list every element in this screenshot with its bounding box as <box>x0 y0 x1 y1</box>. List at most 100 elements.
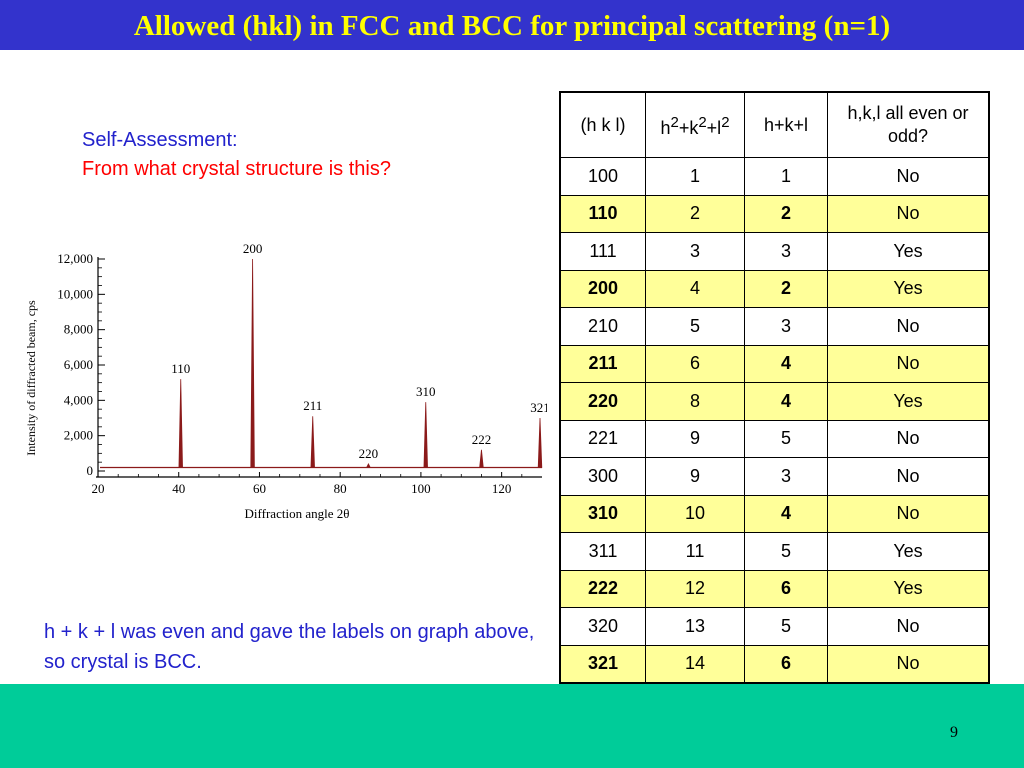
peak-label-110: 110 <box>171 361 190 376</box>
cell-sum: 2 <box>744 194 828 233</box>
x-tick-label: 80 <box>334 481 347 496</box>
y-tick-label: 0 <box>87 463 94 478</box>
hkl-table: (h k l) h2+k2+l2 h+k+l h,k,l all even or… <box>559 91 990 684</box>
chart-marks: 110 200 211 220 310 222 321 <box>100 241 547 469</box>
cell-parity: No <box>827 157 990 196</box>
cell-hkl: 320 <box>559 607 646 646</box>
cell-hkl: 211 <box>559 344 646 383</box>
page-number: 9 <box>950 724 958 741</box>
header-h: h <box>660 117 671 138</box>
header-exp: 2 <box>698 113 707 131</box>
cell-sum: 6 <box>744 644 828 684</box>
table-body: 100 1 1 No 110 2 2 No 111 3 3 Yes 200 4 2 Yes 210 5 3 No 211… <box>559 157 990 684</box>
cell-sum: 5 <box>744 607 828 646</box>
cell-parity: No <box>827 307 990 346</box>
cell-sum: 3 <box>744 457 828 496</box>
y-tick-label: 6,000 <box>64 357 93 372</box>
cell-hkl: 300 <box>559 457 646 496</box>
peak-310 <box>423 402 428 468</box>
header-exp: 2 <box>670 113 679 131</box>
cell-hkl: 221 <box>559 419 646 458</box>
cell-sum-squares: 5 <box>645 307 745 346</box>
cell-hkl: 100 <box>559 157 646 196</box>
table-row: 211 6 4 No <box>559 344 990 383</box>
peak-200 <box>250 258 255 468</box>
table-row: 320 13 5 No <box>559 607 990 646</box>
cell-parity: No <box>827 419 990 458</box>
table-row: 321 14 6 No <box>559 644 990 684</box>
table-row: 111 3 3 Yes <box>559 232 990 271</box>
x-tick-label: 60 <box>253 481 266 496</box>
cell-sum-squares: 9 <box>645 419 745 458</box>
cell-sum-squares: 12 <box>645 569 745 608</box>
cell-hkl: 222 <box>559 569 646 608</box>
table-row: 222 12 6 Yes <box>559 569 990 608</box>
cell-parity: No <box>827 344 990 383</box>
cell-sum-squares: 4 <box>645 269 745 308</box>
cell-sum: 6 <box>744 569 828 608</box>
x-tick-label: 120 <box>492 481 512 496</box>
chart-axes: 0 2,000 4,000 6,000 8,000 10,000 12,000 20 40 60 8… <box>57 251 542 496</box>
peak-label-310: 310 <box>416 384 436 399</box>
cell-parity: Yes <box>827 232 990 271</box>
cell-parity: Yes <box>827 532 990 571</box>
x-tick-label: 40 <box>172 481 185 496</box>
cell-hkl: 220 <box>559 382 646 421</box>
y-tick-label: 8,000 <box>64 322 93 337</box>
header-parity: h,k,l all even or odd? <box>827 91 990 158</box>
cell-sum: 1 <box>744 157 828 196</box>
peak-222 <box>479 449 484 468</box>
cell-sum-squares: 6 <box>645 344 745 383</box>
header-exp: 2 <box>721 113 730 131</box>
footer-bar: 9 <box>0 684 1024 768</box>
slide-title: Allowed (hkl) in FCC and BCC for princip… <box>0 0 1024 50</box>
cell-sum-squares: 3 <box>645 232 745 271</box>
cell-sum-squares: 9 <box>645 457 745 496</box>
cell-sum-squares: 10 <box>645 494 745 533</box>
table-row: 300 9 3 No <box>559 457 990 496</box>
table-row: 311 11 5 Yes <box>559 532 990 571</box>
cell-hkl: 111 <box>559 232 646 271</box>
peak-110 <box>178 379 183 468</box>
cell-hkl: 311 <box>559 532 646 571</box>
cell-hkl: 210 <box>559 307 646 346</box>
cell-parity: Yes <box>827 269 990 308</box>
cell-sum: 4 <box>744 382 828 421</box>
table-row: 220 8 4 Yes <box>559 382 990 421</box>
y-tick-label: 12,000 <box>57 251 93 266</box>
cell-parity: No <box>827 457 990 496</box>
cell-sum-squares: 14 <box>645 644 745 684</box>
peak-label-211: 211 <box>303 398 322 413</box>
cell-sum-squares: 1 <box>645 157 745 196</box>
cell-parity: No <box>827 607 990 646</box>
cell-hkl: 110 <box>559 194 646 233</box>
cell-sum-squares: 13 <box>645 607 745 646</box>
cell-sum: 2 <box>744 269 828 308</box>
y-tick-label: 10,000 <box>57 286 93 301</box>
y-tick-label: 4,000 <box>64 392 93 407</box>
y-tick-label: 2,000 <box>64 428 93 443</box>
cell-parity: No <box>827 644 990 684</box>
table-row: 221 9 5 No <box>559 419 990 458</box>
header-sum-squares: h2+k2+l2 <box>645 91 745 158</box>
cell-parity: Yes <box>827 569 990 608</box>
peak-label-220: 220 <box>359 446 379 461</box>
cell-sum: 5 <box>744 419 828 458</box>
header-sum: h+k+l <box>744 91 828 158</box>
cell-sum-squares: 8 <box>645 382 745 421</box>
cell-parity: No <box>827 194 990 233</box>
self-assessment: Self-Assessment: From what crystal struc… <box>82 126 391 184</box>
chart-y-axis-label: Intensity of diffracted beam, cps <box>24 300 38 456</box>
cell-sum: 5 <box>744 532 828 571</box>
cell-sum: 3 <box>744 307 828 346</box>
diffraction-chart: 0 2,000 4,000 6,000 8,000 10,000 12,000 20 40 60 8… <box>24 241 547 521</box>
header-hkl: (h k l) <box>559 91 646 158</box>
cell-sum-squares: 11 <box>645 532 745 571</box>
cell-sum: 4 <box>744 494 828 533</box>
peak-211 <box>310 416 315 468</box>
header-l: +l <box>706 117 722 138</box>
conclusion-text: h + k + l was even and gave the labels o… <box>44 621 535 673</box>
peak-label-321: 321 <box>530 400 547 415</box>
peak-label-200: 200 <box>243 241 262 256</box>
chart-x-axis-label: Diffraction angle 2θ <box>245 506 350 521</box>
